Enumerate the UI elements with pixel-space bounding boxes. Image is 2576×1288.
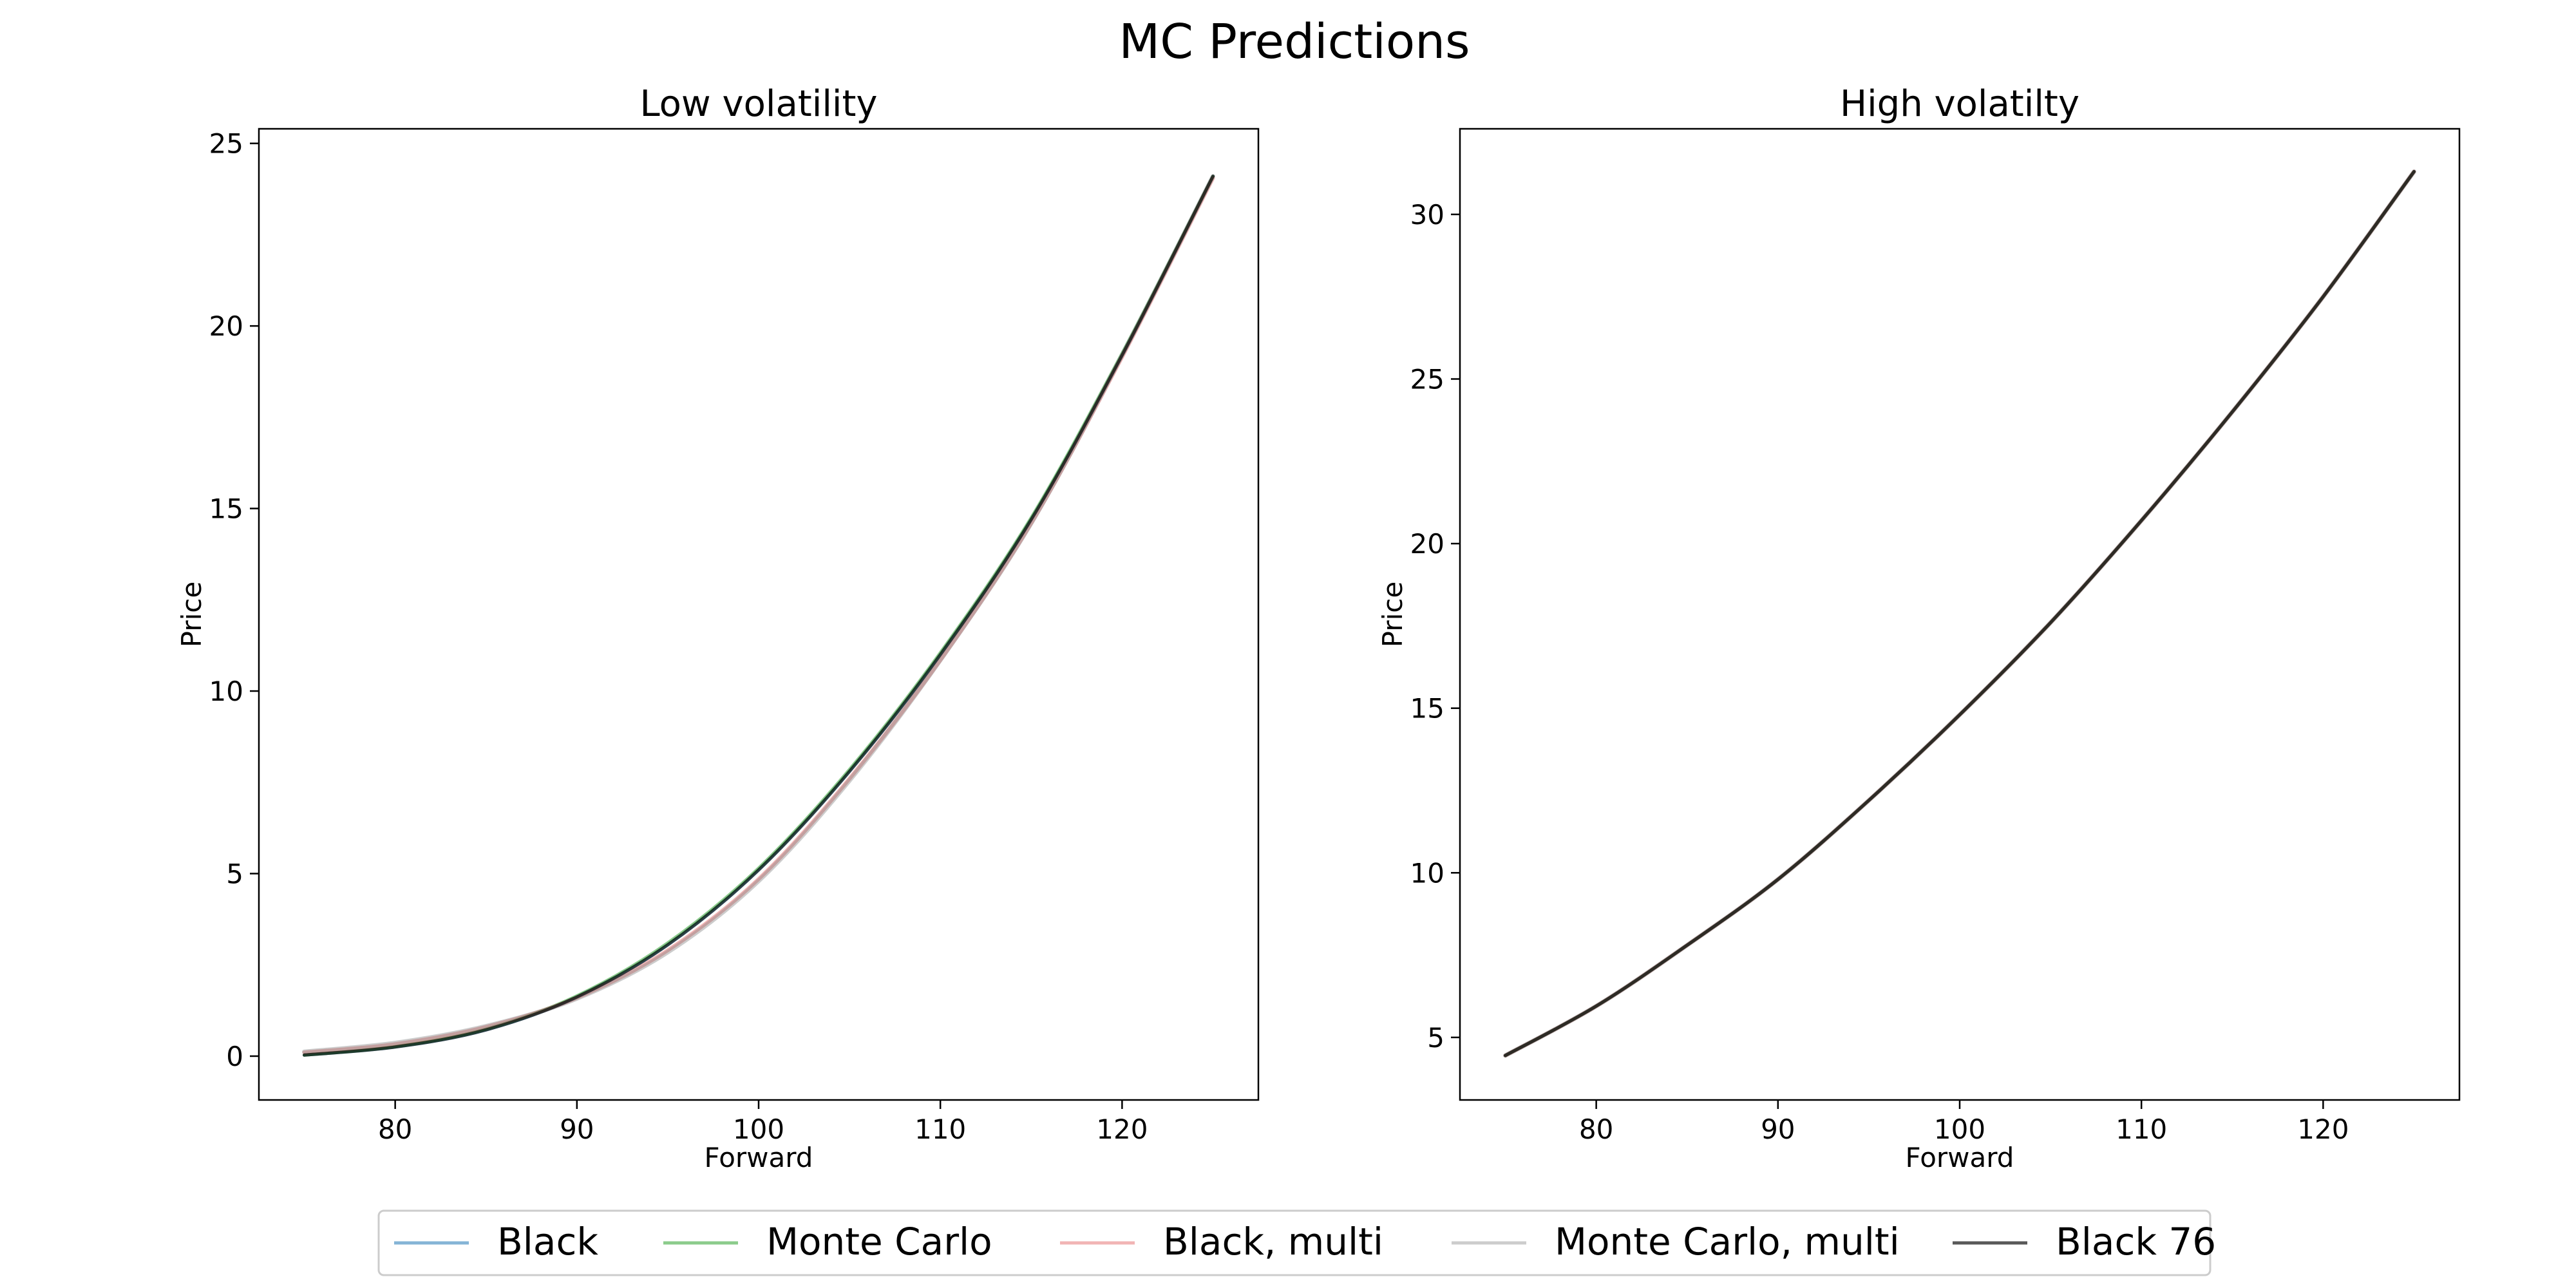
series-line-black — [1504, 170, 2416, 1057]
series-line-monte-carlo-multi — [1503, 169, 2416, 1058]
y-tick-label: 20 — [209, 310, 243, 342]
axes-ticks: 80 90 100 110 120 0 5 10 15 20 25 — [209, 128, 1148, 1145]
x-tick-label: 120 — [2297, 1113, 2349, 1145]
legend-label: Monte Carlo — [766, 1220, 992, 1264]
legend-label: Black, multi — [1163, 1220, 1383, 1264]
y-axis-label: Price — [1377, 582, 1408, 647]
y-tick-label: 15 — [209, 493, 243, 525]
series-line-monte-carlo — [303, 175, 1215, 1057]
y-tick-label: 10 — [1410, 857, 1444, 889]
y-tick-label: 0 — [226, 1041, 243, 1072]
x-tick-label: 100 — [1934, 1113, 1985, 1145]
plot-lines — [302, 174, 1215, 1057]
x-tick-label: 90 — [560, 1113, 594, 1145]
axes-frame — [1459, 128, 2461, 1101]
series-line-monte-carlo-multi — [302, 174, 1215, 1054]
series-line-black-76 — [303, 175, 1215, 1057]
legend: Black Monte Carlo Black, multi Monte Carlo,… — [377, 1209, 2216, 1276]
x-tick-label: 110 — [914, 1113, 966, 1145]
figure-title: MC Predictions — [1119, 14, 1470, 70]
panel-title: High volatilty — [1840, 83, 2079, 125]
y-tick-label: 25 — [1410, 364, 1444, 395]
x-tick-label: 80 — [1579, 1113, 1613, 1145]
series-line-black-multi — [1503, 169, 2416, 1057]
x-tick-label: 120 — [1096, 1113, 1148, 1145]
axes-ticks: 80 90 100 110 120 5 10 15 20 25 30 — [1410, 199, 2349, 1145]
x-tick-label: 80 — [378, 1113, 412, 1145]
y-tick-label: 5 — [226, 858, 243, 890]
x-tick-label: 110 — [2116, 1113, 2167, 1145]
y-tick-label: 10 — [209, 676, 243, 707]
axes-frame — [258, 128, 1260, 1101]
x-tick-label: 100 — [733, 1113, 784, 1145]
series-line-monte-carlo — [1504, 170, 2416, 1057]
y-tick-label: 20 — [1410, 528, 1444, 560]
chart-panel-low-volatility: Low volatility 80 90 100 110 120 0 5 10 15 20 25 F… — [176, 83, 1260, 1173]
x-axis-label: Forward — [1906, 1142, 2014, 1173]
x-tick-label: 90 — [1761, 1113, 1795, 1145]
series-line-black-multi — [302, 176, 1215, 1055]
y-tick-label: 25 — [209, 128, 243, 160]
series-line-black — [303, 175, 1215, 1057]
chart-panel-high-volatility: High volatilty 80 90 100 110 12051015202530 … — [1377, 83, 2461, 1173]
legend-box — [377, 1209, 2211, 1276]
y-tick-label: 30 — [1410, 199, 1444, 231]
legend-label: Black — [497, 1220, 598, 1264]
plot-lines — [1503, 169, 2416, 1058]
legend-label: Monte Carlo, multi — [1555, 1220, 1900, 1264]
y-tick-label: 5 — [1427, 1022, 1444, 1054]
legend-label: Black 76 — [2056, 1220, 2216, 1264]
y-axis-label: Price — [176, 582, 207, 647]
series-line-black-76 — [1504, 170, 2416, 1057]
panel-title: Low volatility — [639, 83, 877, 125]
x-axis-label: Forward — [705, 1142, 813, 1173]
y-tick-label: 15 — [1410, 693, 1444, 724]
